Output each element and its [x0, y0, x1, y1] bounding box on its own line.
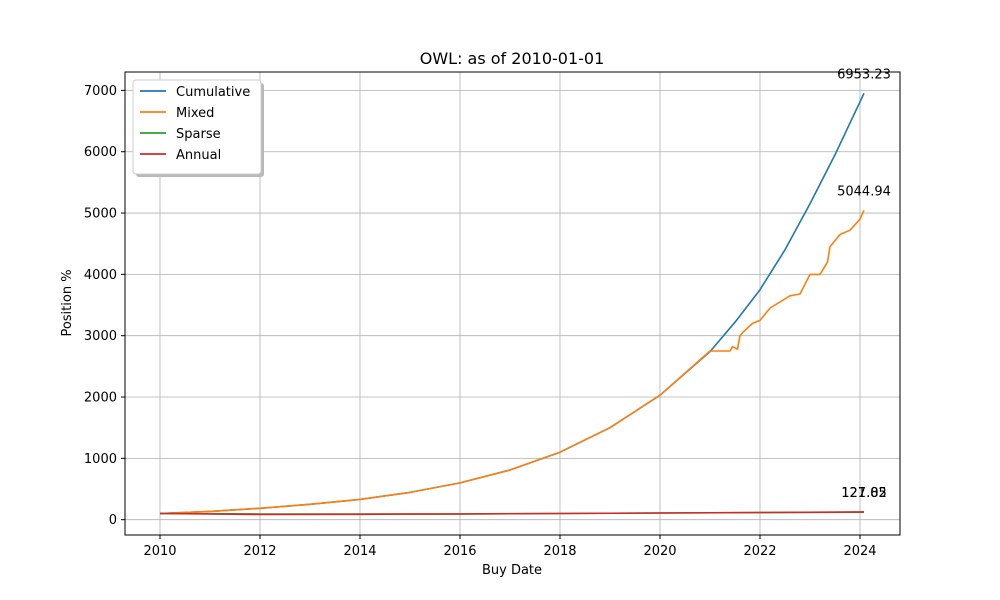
- series-lines: [159, 92, 865, 516]
- grid: [125, 72, 900, 535]
- end-label-annual: 127.02: [841, 486, 887, 501]
- x-tick-label: 2014: [343, 544, 376, 559]
- x-tick-label: 2022: [743, 544, 776, 559]
- y-tick-label: 3000: [84, 329, 117, 344]
- end-label-mixed: 5044.94: [837, 184, 891, 199]
- ticks: 2010 2012 2014 2016 2018 2020 2022 2024 0 1000 200…: [84, 84, 877, 559]
- x-tick-label: 2016: [443, 544, 476, 559]
- y-tick-label: 1000: [84, 452, 117, 467]
- chart-title: OWL: as of 2010-01-01: [420, 49, 605, 68]
- legend-label-annual: Annual: [176, 148, 221, 163]
- x-tick-label: 2018: [543, 544, 576, 559]
- x-tick-label: 2010: [143, 544, 176, 559]
- legend-label-cumulative: Cumulative: [176, 85, 250, 100]
- legend-label-sparse: Sparse: [176, 127, 221, 142]
- x-axis-label: Buy Date: [482, 563, 542, 578]
- legend-label-mixed: Mixed: [176, 106, 214, 121]
- y-tick-label: 2000: [84, 391, 117, 406]
- y-tick-label: 6000: [84, 145, 117, 160]
- x-tick-label: 2024: [843, 544, 876, 559]
- y-tick-label: 4000: [84, 268, 117, 283]
- y-axis-label: Position %: [60, 269, 75, 336]
- x-tick-label: 2012: [243, 544, 276, 559]
- y-tick-label: 0: [109, 513, 117, 528]
- end-label-cumulative: 6953.23: [837, 67, 891, 82]
- series-line-mixed: [159, 209, 865, 515]
- y-tick-label: 5000: [84, 207, 117, 222]
- end-label-sparse: 121.85: [841, 486, 887, 501]
- y-tick-label: 7000: [84, 84, 117, 99]
- series-line-annual: [159, 511, 865, 516]
- legend: Cumulative Mixed Sparse Annual: [132, 79, 264, 177]
- x-tick-label: 2020: [643, 544, 676, 559]
- legend-box: [132, 79, 262, 175]
- plot-frame: [124, 71, 901, 536]
